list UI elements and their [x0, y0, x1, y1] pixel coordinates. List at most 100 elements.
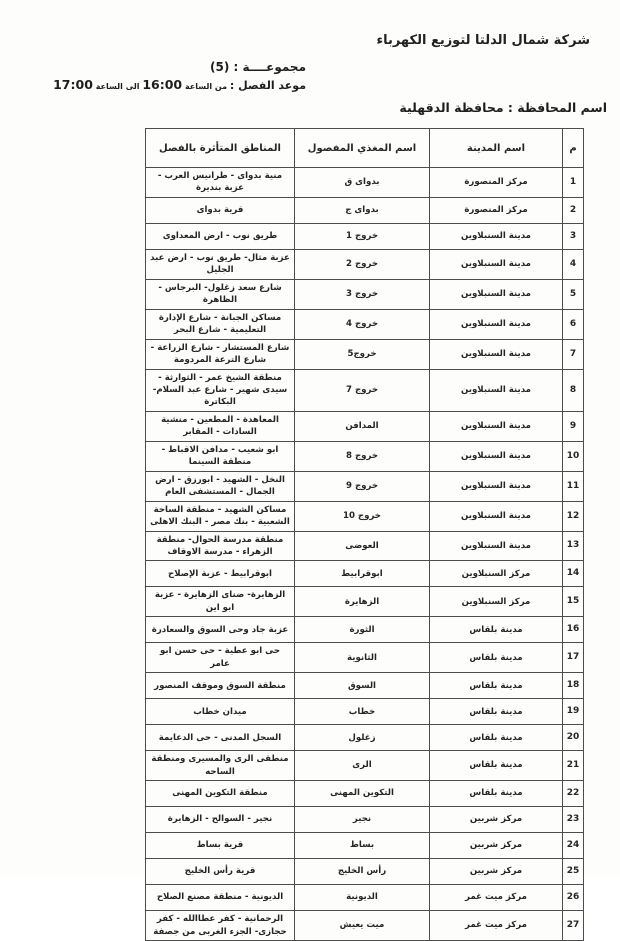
table-row: 13 مدينة السنبلاوين العوضى منطقة مدرسة ا…	[145, 530, 584, 562]
row-city-cell: مدينة بلقاس	[429, 698, 563, 726]
row-city-cell: مدينة بلقاس	[429, 750, 563, 782]
row-feeder-cell: الثانوية	[294, 642, 430, 674]
row-feeder-cell: زغلول	[294, 724, 430, 752]
table-header-row: م اسم المدينة اسم المغذي المفصول المناطق…	[145, 128, 584, 168]
row-city-cell: مركز المنصورة	[429, 196, 563, 224]
governorate-title: اسم المحافظة : محافظة الدقهلية	[399, 100, 607, 115]
row-feeder-cell: خروج 8	[294, 440, 430, 472]
table-row: 21 مدينة بلقاس الرى منطقى الرى والمسيرى …	[145, 750, 584, 782]
table-row: 26 مركز ميت غمر الديونية الديونية - منطق…	[145, 884, 584, 912]
row-areas-cell: عزبة جاد وحى السوق والسعادرة	[145, 616, 295, 644]
row-city-cell: مدينة بلقاس	[429, 672, 563, 700]
row-areas-cell: قرية بدواى	[145, 196, 295, 224]
table-row: 2 مركز المنصورة بدواى ج قرية بدواى	[145, 196, 584, 224]
table-row: 16 مدينة بلقاس الثورة عزبة جاد وحى السوق…	[145, 616, 584, 644]
row-areas-cell: قرية رأس الخليج	[145, 858, 295, 886]
row-feeder-cell: خروج 3	[294, 278, 430, 310]
row-areas-cell: منطقة الشيخ عمر - الثوارثة - سيدى شهير -…	[145, 368, 295, 412]
column-header-city: اسم المدينة	[429, 128, 563, 168]
row-feeder-cell: بدواى ج	[294, 196, 430, 224]
company-title: شركة شمال الدلتا لتوزيع الكهرباء	[376, 33, 590, 48]
row-serial-cell: 14	[562, 560, 584, 588]
row-feeder-cell: التكوين المهنى	[294, 780, 430, 808]
table-row: 25 مركز شربين رأس الخليج قرية رأس الخليج	[145, 858, 584, 886]
row-areas-cell: منطقة السوق وموقف المنصور	[145, 672, 295, 700]
document-page: شركة شمال الدلتا لتوزيع الكهرباء مجموعــ…	[48, 33, 607, 941]
row-areas-cell: مساكن الجبانة - شارع الإدارة التعليمية -…	[145, 308, 295, 340]
row-serial-cell: 15	[562, 586, 584, 618]
row-city-cell: مدينة السنبلاوين	[429, 470, 563, 502]
table-row: 12 مدينة السنبلاوين خروج 10 مساكن الشهيد…	[145, 500, 584, 532]
row-serial-cell: 6	[562, 308, 584, 340]
row-areas-cell: مساكن الشهيد - منطقة الساحة الشعبية - بن…	[145, 500, 295, 532]
column-header-feeder: اسم المغذي المفصول	[294, 128, 430, 168]
row-areas-cell: النخل - الشهيد - ابورزق - ارض الجمال - ا…	[145, 470, 295, 502]
table-body: 1 مركز المنصورة بدواى ق منية بدواى - طرا…	[145, 167, 584, 941]
row-city-cell: مدينة السنبلاوين	[429, 530, 563, 562]
row-serial-cell: 22	[562, 780, 584, 808]
row-serial-cell: 2	[562, 196, 584, 224]
row-serial-cell: 12	[562, 500, 584, 532]
row-city-cell: مدينة بلقاس	[429, 642, 563, 674]
table-row: 11 مدينة السنبلاوين خروج 9 النخل - الشهي…	[145, 470, 584, 502]
row-feeder-cell: بدواى ق	[294, 167, 430, 198]
row-city-cell: مدينة السنبلاوين	[429, 338, 563, 370]
row-serial-cell: 27	[562, 910, 584, 941]
row-feeder-cell: الثورة	[294, 616, 430, 644]
row-serial-cell: 9	[562, 410, 584, 442]
row-city-cell: مركز شربين	[429, 806, 563, 834]
row-serial-cell: 1	[562, 167, 584, 198]
row-city-cell: مدينة السنبلاوين	[429, 308, 563, 340]
row-serial-cell: 7	[562, 338, 584, 370]
row-serial-cell: 24	[562, 832, 584, 860]
table-row: 3 مدينة السنبلاوين خروج 1 طريق نوب - ارض…	[145, 222, 584, 250]
row-city-cell: مركز ميت غمر	[429, 884, 563, 912]
row-city-cell: مدينة بلقاس	[429, 780, 563, 808]
group-label: مجموعــــة : (5)	[209, 60, 306, 74]
table-row: 7 مدينة السنبلاوين خروج5 شارع المستشار -…	[145, 338, 584, 370]
row-serial-cell: 20	[562, 724, 584, 752]
table-row: 23 مركز شربين نجير نجير - السوالح - الزه…	[145, 806, 584, 834]
row-areas-cell: منطقة مدرسة الحوال- منطقة الزهراء - مدرس…	[145, 530, 295, 562]
row-areas-cell: المعاهدة - المطعين - منشية السادات - الم…	[145, 410, 295, 442]
row-areas-cell: حى ابو عطية - حى حسن ابو عامر	[145, 642, 295, 674]
row-feeder-cell: خروج 1	[294, 222, 430, 250]
row-serial-cell: 23	[562, 806, 584, 834]
table-row: 1 مركز المنصورة بدواى ق منية بدواى - طرا…	[145, 167, 584, 198]
row-serial-cell: 18	[562, 672, 584, 700]
row-areas-cell: الرحمانية - كفر عطاالله - كفر حجازى- الج…	[145, 910, 295, 941]
row-city-cell: مدينة السنبلاوين	[429, 410, 563, 442]
table-row: 24 مركز شربين بساط قرية بساط	[145, 832, 584, 860]
row-feeder-cell: ابوقرابيط	[294, 560, 430, 588]
row-areas-cell: شارع سعد زغلول- البرجاس - الظاهرة	[145, 278, 295, 310]
row-areas-cell: منية بدواى - طرانيس العرب - عزبة بنديرة	[145, 167, 295, 198]
schedule-line: موعد الفصل : من الساعة 16:00 الى الساعة …	[48, 77, 306, 92]
row-serial-cell: 8	[562, 368, 584, 412]
row-feeder-cell: المدافن	[294, 410, 430, 442]
table-row: 6 مدينة السنبلاوين خروج 4 مساكن الجبانة …	[145, 308, 584, 340]
table-row: 20 مدينة بلقاس زغلول السجل المدنى - حى ا…	[145, 724, 584, 752]
row-serial-cell: 19	[562, 698, 584, 726]
row-feeder-cell: العوضى	[294, 530, 430, 562]
schedule-from-label: من الساعة	[184, 82, 228, 91]
row-city-cell: مركز شربين	[429, 858, 563, 886]
table-row: 9 مدينة السنبلاوين المدافن المعاهدة - ال…	[145, 410, 584, 442]
table-row: 15 مركز السنبلاوين الزهايرة الزهايرة- ضن…	[145, 586, 584, 618]
table-row: 19 مدينة بلقاس خطاب ميدان خطاب	[145, 698, 584, 726]
row-city-cell: مركز شربين	[429, 832, 563, 860]
column-header-serial: م	[562, 128, 584, 168]
row-feeder-cell: الديونية	[294, 884, 430, 912]
row-city-cell: مدينة بلقاس	[429, 616, 563, 644]
row-feeder-cell: الزهايرة	[294, 586, 430, 618]
row-feeder-cell: خروج5	[294, 338, 430, 370]
row-city-cell: مدينة السنبلاوين	[429, 278, 563, 310]
row-serial-cell: 26	[562, 884, 584, 912]
row-areas-cell: ميدان خطاب	[145, 698, 295, 726]
row-serial-cell: 5	[562, 278, 584, 310]
row-feeder-cell: خروج 9	[294, 470, 430, 502]
outage-table: م اسم المدينة اسم المغذي المفصول المناطق…	[145, 128, 584, 941]
row-city-cell: مدينة السنبلاوين	[429, 248, 563, 280]
row-city-cell: مركز السنبلاوين	[429, 560, 563, 588]
row-areas-cell: ابو شعيب - مدافن الاقباط - منطقة السينما	[145, 440, 295, 472]
table-row: 5 مدينة السنبلاوين خروج 3 شارع سعد زغلول…	[145, 278, 584, 310]
